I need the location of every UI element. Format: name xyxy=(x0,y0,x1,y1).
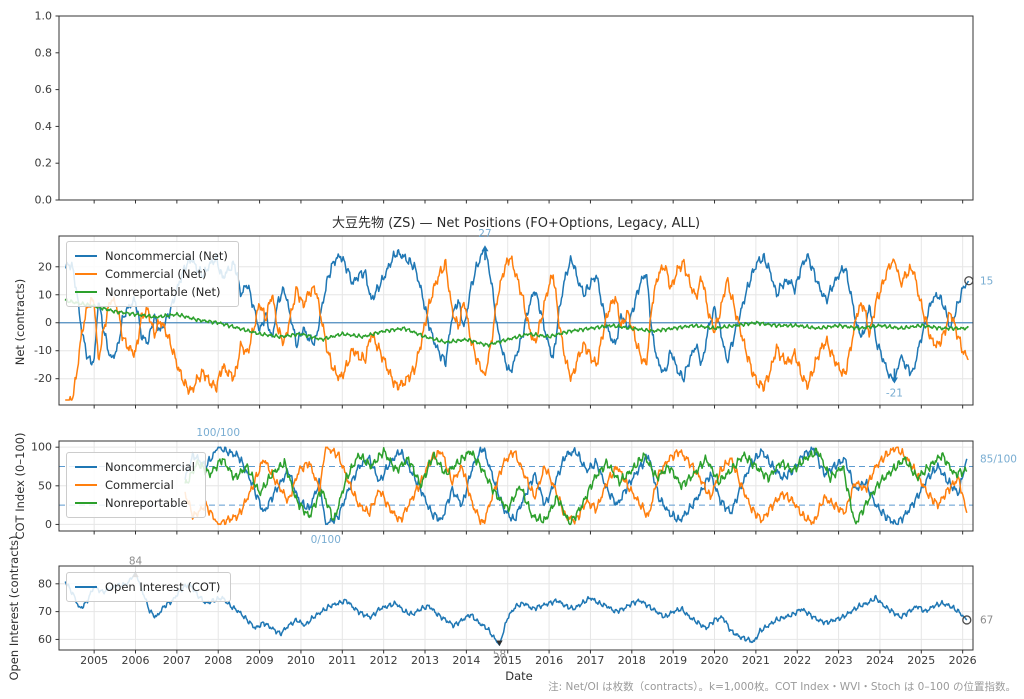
svg-text:2010: 2010 xyxy=(287,654,315,667)
legend-line-swatch xyxy=(75,586,97,588)
svg-text:0/100: 0/100 xyxy=(311,534,341,546)
svg-text:2016: 2016 xyxy=(535,654,563,667)
svg-text:0.2: 0.2 xyxy=(35,157,53,170)
svg-text:10: 10 xyxy=(38,288,52,301)
svg-text:1.0: 1.0 xyxy=(35,10,53,23)
net-positions-legend: Noncommercial (Net) Commercial (Net) Nonre… xyxy=(66,241,239,307)
x-axis-label: Date xyxy=(505,669,533,683)
svg-text:2007: 2007 xyxy=(163,654,191,667)
svg-text:15: 15 xyxy=(980,275,993,287)
svg-text:80: 80 xyxy=(38,577,52,590)
legend-line-swatch xyxy=(75,273,97,275)
legend-line-swatch xyxy=(75,291,97,293)
svg-text:-10: -10 xyxy=(34,344,52,357)
legend-line-swatch xyxy=(75,466,97,468)
legend-item-label: Noncommercial xyxy=(105,460,196,474)
legend-item-label: Noncommercial (Net) xyxy=(105,249,228,263)
svg-text:2018: 2018 xyxy=(618,654,646,667)
svg-text:50: 50 xyxy=(38,479,52,492)
svg-text:0: 0 xyxy=(45,316,52,329)
legend-line-swatch xyxy=(75,255,97,257)
svg-text:20: 20 xyxy=(38,260,52,273)
svg-text:85/100: 85/100 xyxy=(980,453,1017,465)
svg-text:58: 58 xyxy=(493,649,506,661)
svg-text:2025: 2025 xyxy=(907,654,935,667)
legend-item-label: Commercial (Net) xyxy=(105,267,207,281)
svg-text:2024: 2024 xyxy=(866,654,894,667)
svg-text:67: 67 xyxy=(980,614,993,626)
legend-item-label: Open Interest (COT) xyxy=(105,580,221,594)
open-interest-y-axis-label: Open Interest (contracts) xyxy=(7,535,21,681)
svg-text:60: 60 xyxy=(38,633,52,646)
net-y-axis-label: Net (contracts) xyxy=(13,278,27,366)
svg-text:2023: 2023 xyxy=(825,654,853,667)
legend-line-swatch xyxy=(75,502,97,504)
legend-item: Nonreportable xyxy=(75,494,195,512)
legend-item-label: Nonreportable (Net) xyxy=(105,285,221,299)
svg-text:2019: 2019 xyxy=(659,654,687,667)
svg-text:100/100: 100/100 xyxy=(196,427,240,439)
svg-text:70: 70 xyxy=(38,605,52,618)
svg-text:2020: 2020 xyxy=(701,654,729,667)
cot-index-legend: Noncommercial Commercial Nonreportable xyxy=(66,452,207,518)
legend-item: Open Interest (COT) xyxy=(75,578,220,596)
svg-text:0.4: 0.4 xyxy=(35,120,53,133)
footnote: 注: Net/OI は枚数（contracts）。k=1,000枚。COT In… xyxy=(548,681,1016,693)
svg-text:2014: 2014 xyxy=(452,654,480,667)
svg-text:84: 84 xyxy=(129,556,143,568)
legend-item-label: Commercial xyxy=(105,478,174,492)
svg-text:27: 27 xyxy=(478,228,491,240)
svg-text:0.0: 0.0 xyxy=(35,194,53,207)
cot-index-y-axis-label: COT Index (0–100) xyxy=(13,432,27,540)
svg-text:2022: 2022 xyxy=(783,654,811,667)
svg-text:-20: -20 xyxy=(34,372,52,385)
legend-item: Noncommercial (Net) xyxy=(75,247,228,265)
svg-text:2026: 2026 xyxy=(949,654,977,667)
svg-text:2017: 2017 xyxy=(576,654,604,667)
svg-text:2021: 2021 xyxy=(742,654,770,667)
svg-text:2006: 2006 xyxy=(122,654,150,667)
svg-text:0.8: 0.8 xyxy=(35,46,53,59)
legend-item-label: Nonreportable xyxy=(105,496,188,510)
legend-item: Commercial (Net) xyxy=(75,265,228,283)
net-positions-title: 大豆先物 (ZS) — Net Positions (FO+Options, L… xyxy=(331,216,701,231)
svg-text:0.6: 0.6 xyxy=(35,83,53,96)
svg-text:0: 0 xyxy=(45,518,52,531)
legend-item: Noncommercial xyxy=(75,458,195,476)
legend-item: Commercial xyxy=(75,476,195,494)
svg-text:2011: 2011 xyxy=(328,654,356,667)
svg-text:2013: 2013 xyxy=(411,654,439,667)
open-interest-legend: Open Interest (COT) xyxy=(66,572,232,602)
svg-text:2008: 2008 xyxy=(204,654,232,667)
legend-item: Nonreportable (Net) xyxy=(75,283,228,301)
svg-text:2015: 2015 xyxy=(494,654,522,667)
svg-text:2009: 2009 xyxy=(246,654,274,667)
svg-text:2012: 2012 xyxy=(370,654,398,667)
svg-text:100: 100 xyxy=(31,441,52,454)
svg-text:-21: -21 xyxy=(886,387,903,399)
svg-text:2005: 2005 xyxy=(80,654,108,667)
legend-line-swatch xyxy=(75,484,97,486)
